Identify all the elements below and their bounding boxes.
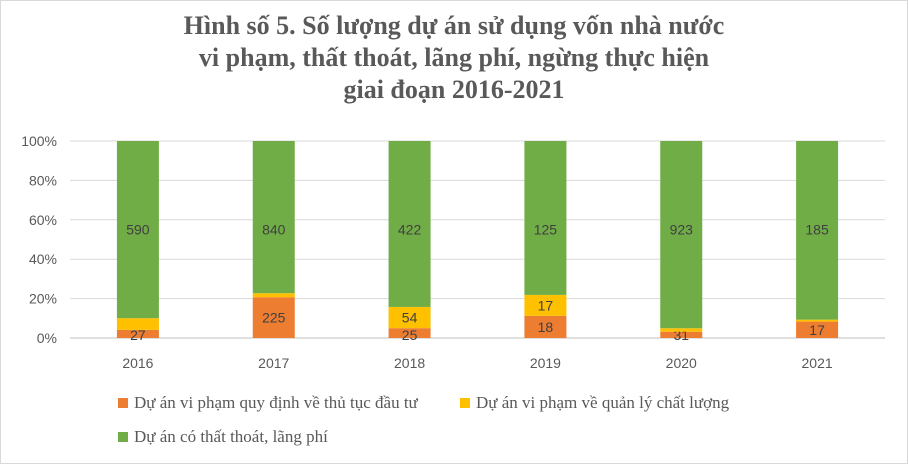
legend-swatch-loss-waste [118,432,128,442]
x-tick-label: 2019 [530,355,561,371]
legend-item-loss-waste: Dự án có thất thoát, lãng phí [118,427,328,447]
data-label: 18 [538,319,554,335]
data-label: 54 [402,310,418,326]
data-label: 923 [670,222,694,238]
bar-segment [116,329,159,338]
chart-title: Hình số 5. Số lượng dự án sử dụng vốn nh… [0,10,908,106]
bar-segment [660,331,703,338]
y-tick-label: 40% [29,251,57,267]
bar-segment [388,328,431,338]
bar-segment [116,318,159,330]
bar-segment [524,315,567,338]
chart-title-line-3: giai đoạn 2016-2021 [343,75,565,104]
chart-title-line-1: Hình số 5. Số lượng dự án sử dụng vốn nh… [183,11,725,40]
data-label: 25 [402,327,418,343]
legend-item-quality: Dự án vi phạm về quản lý chất lượng [460,393,729,413]
bar-segment [252,141,295,294]
y-tick-label: 60% [29,212,57,228]
data-label: 27 [130,327,146,343]
bar-segment [524,294,567,316]
bar-segment [796,141,839,320]
x-tick-label: 2020 [666,355,697,371]
bar-segment [796,321,839,338]
bar-segment [524,141,567,295]
data-label: 422 [398,222,422,238]
bar-segment [388,141,431,307]
legend-label-procedure: Dự án vi phạm quy định về thủ tục đầu tư [134,393,418,412]
x-tick-label: 2016 [122,355,153,371]
y-tick-label: 80% [29,172,57,188]
data-label: 225 [262,310,286,326]
bar-segment [660,328,703,332]
data-label: 17 [809,322,825,338]
legend-swatch-quality [460,398,470,408]
data-label: 840 [262,222,286,238]
legend-item-procedure: Dự án vi phạm quy định về thủ tục đầu tư [118,393,418,413]
data-label: 125 [534,222,558,238]
x-tick-label: 2018 [394,355,425,371]
legend-swatch-procedure [118,398,128,408]
bar-segment [252,297,295,338]
x-tick-label: 2021 [802,355,833,371]
bar-segment [252,293,295,298]
data-label: 590 [126,222,150,238]
bar-segment [796,319,839,322]
y-tick-label: 20% [29,291,57,307]
x-tick-label: 2017 [258,355,289,371]
bar-segment [660,141,703,329]
bar-segment [116,141,159,319]
legend-label-quality: Dự án vi phạm về quản lý chất lượng [476,393,730,412]
bar-segment [388,306,431,329]
data-label: 185 [805,222,829,238]
y-tick-label: 0% [37,330,57,346]
chart-title-line-2: vi phạm, thất thoát, lãng phí, ngừng thự… [198,43,710,72]
y-tick-label: 100% [21,133,57,149]
legend-label-loss-waste: Dự án có thất thoát, lãng phí [134,427,328,446]
data-label: 17 [538,297,554,313]
